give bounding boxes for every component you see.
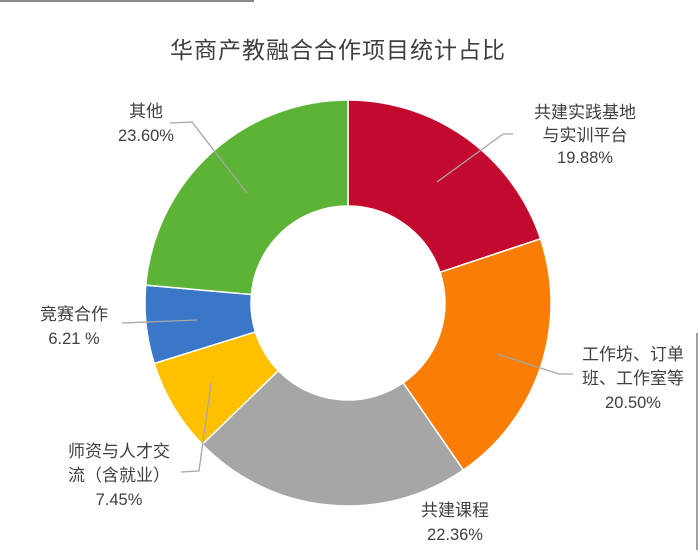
segment-label-line: 共建实践基地 [534,103,636,122]
label-segment-shizi-jiaoliu: 师资与人才交 流（含就业） 7.45% [45,440,193,512]
leader-line-4 [121,319,198,324]
leader-line-3 [180,382,212,473]
label-segment-jingsai-hezuo: 竞赛合作 6.21 % [22,303,126,351]
label-segment-gongjian-kecheng: 共建课程 22.36% [385,499,525,547]
segment-label-line: 流（含就业） [68,466,170,485]
label-segment-gongzuofang: 工作坊、订单 班、工作室等 20.50% [570,343,696,415]
pie-slice-0 [347,99,542,274]
leader-line-5 [169,121,248,194]
segment-percent: 19.88% [557,149,613,167]
segment-label-line: 工作坊、订单 [582,345,684,364]
page-edge-right [696,333,698,550]
segment-label-line: 班、工作室等 [582,369,684,388]
segment-label-line: 与实训平台 [542,126,628,145]
segment-percent: 6.21 % [48,330,100,348]
pie-slice-5 [144,99,349,296]
chart-title: 华商产教融合合作项目统计占比 [170,38,506,63]
segment-percent: 20.50% [605,394,661,412]
segment-percent: 7.45% [95,491,143,509]
segment-percent: 22.36% [427,526,483,544]
segment-label-line: 竞赛合作 [40,305,108,324]
page-edge-top [0,0,254,2]
leader-line-0 [436,133,513,183]
pie-slice-2 [201,369,465,507]
leader-line-1 [496,353,573,375]
pie-slice-1 [402,237,552,472]
label-segment-shijian-jidi: 共建实践基地 与实训平台 19.88% [500,101,670,170]
segment-percent: 23.60% [118,127,174,145]
label-segment-qita: 其他 23.60% [90,100,202,148]
segment-label-line: 其他 [129,102,163,121]
segment-label-line: 师资与人才交 [68,442,170,461]
segment-label-line: 共建课程 [421,501,489,520]
